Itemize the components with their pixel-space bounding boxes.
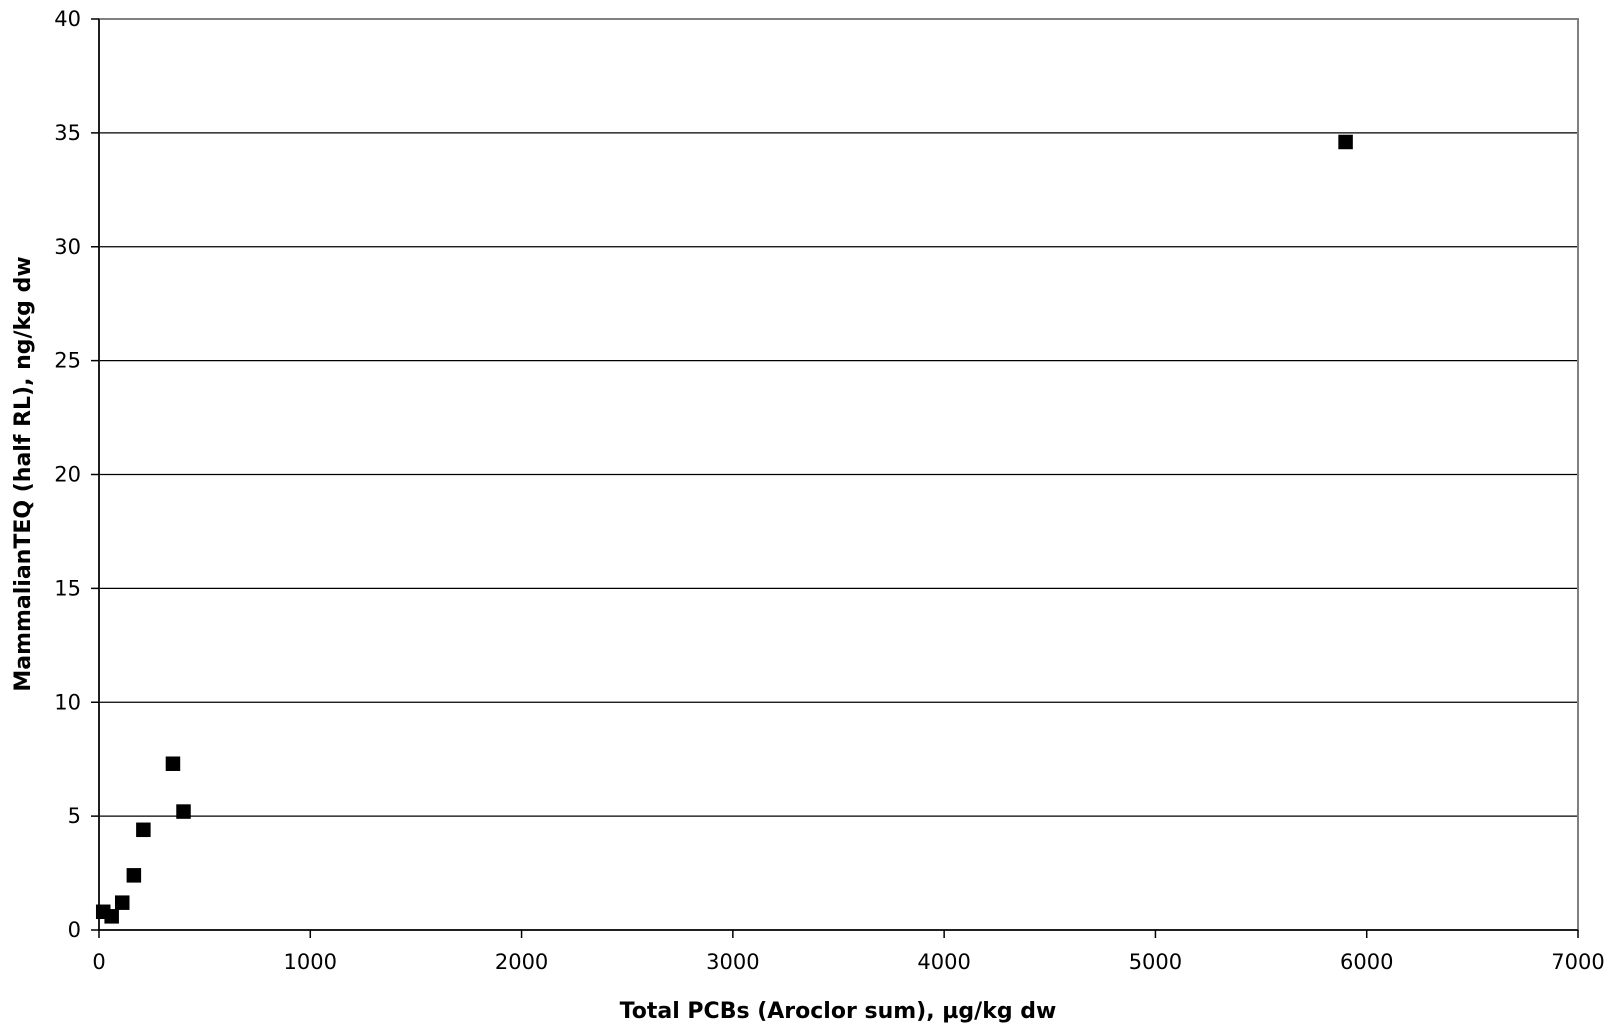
x-tick-label: 1000 (284, 950, 337, 974)
y-tick-label: 15 (54, 576, 81, 600)
x-tick-label: 0 (92, 950, 105, 974)
x-axis-title: Total PCBs (Aroclor sum), µg/kg dw (620, 999, 1057, 1024)
grid-layer (99, 132, 1578, 817)
data-point (136, 822, 151, 838)
data-point (114, 895, 130, 910)
x-tick-label: 6000 (1340, 950, 1393, 974)
y-tick-label: 40 (54, 7, 81, 31)
data-point (165, 756, 181, 771)
y-tick-label: 30 (54, 235, 81, 259)
x-tick-label: 2000 (495, 950, 548, 974)
x-tick-label: 4000 (917, 950, 970, 974)
x-tick-label: 5000 (1129, 950, 1182, 974)
y-tick-label: 35 (54, 121, 81, 145)
data-point (1338, 134, 1353, 150)
axis-layer (91, 18, 1579, 938)
x-tick-label: 3000 (706, 950, 759, 974)
data-point-layer (95, 134, 1353, 924)
data-point (126, 868, 142, 883)
y-tick-label: 5 (68, 804, 81, 828)
y-tick-label: 0 (68, 918, 81, 942)
y-tick-label: 25 (54, 349, 81, 373)
y-tick-label: 20 (54, 463, 81, 487)
y-tick-label: 10 (54, 690, 81, 714)
data-point (104, 909, 119, 924)
y-axis-title: MammalianTEQ (half RL), ng/kg dw (11, 256, 36, 691)
x-tick-label: 7000 (1551, 950, 1604, 974)
data-point (176, 804, 191, 819)
tick-label-layer: 0 5 10 15 20 25 30 35 40 0 1000 2000 3000 4000 5000 600… (54, 7, 1604, 974)
